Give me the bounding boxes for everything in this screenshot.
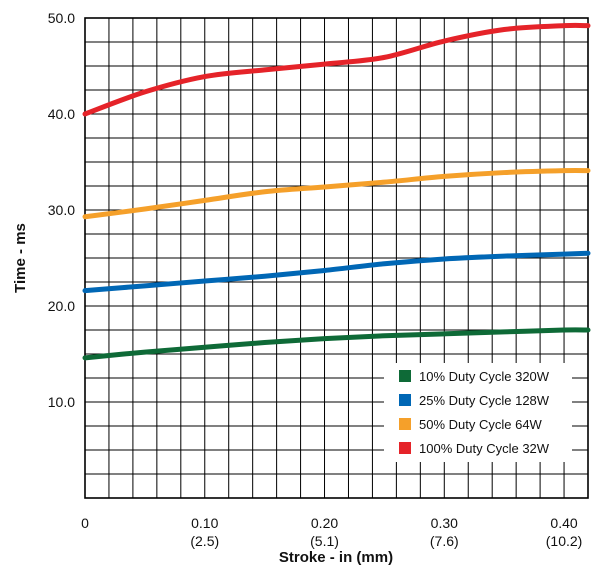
x-tick-label: 0.30 xyxy=(431,515,458,531)
series-line-1 xyxy=(82,327,591,361)
y-tick-label: 30.0 xyxy=(48,202,75,218)
series-line-3 xyxy=(82,167,591,220)
x-tick-label: 0.40 xyxy=(550,515,577,531)
legend-items: 10% Duty Cycle 320W 25% Duty Cycle 128W 50… xyxy=(399,369,550,456)
legend-label: 100% Duty Cycle 32W xyxy=(419,441,550,456)
x-tick-sublabel: (2.5) xyxy=(190,533,219,549)
y-tick-labels: 10.0 20.0 30.0 40.0 50.0 xyxy=(48,10,75,410)
series-line-4 xyxy=(82,22,591,117)
legend-swatch xyxy=(399,442,411,454)
x-tick-sublabel: (5.1) xyxy=(310,533,339,549)
series-group xyxy=(82,22,591,361)
x-tick-label: 0.20 xyxy=(311,515,338,531)
x-tick-sublabel: (7.6) xyxy=(430,533,459,549)
x-axis-title: Stroke - in (mm) xyxy=(279,549,393,566)
y-tick-label: 50.0 xyxy=(48,10,75,26)
legend-label: 50% Duty Cycle 64W xyxy=(419,417,543,432)
legend-swatch xyxy=(399,418,411,430)
plot-border xyxy=(84,17,589,499)
y-tick-label: 20.0 xyxy=(48,298,75,314)
x-tick-label: 0 xyxy=(81,515,89,531)
legend-swatch xyxy=(399,394,411,406)
y-axis-title: Time - ms xyxy=(12,223,29,293)
legend-label: 25% Duty Cycle 128W xyxy=(419,393,550,408)
legend-box xyxy=(384,363,572,462)
x-tick-sublabel: (10.2) xyxy=(546,533,583,549)
legend: 10% Duty Cycle 320W 25% Duty Cycle 128W 50… xyxy=(384,363,572,462)
x-tick-label: 0.10 xyxy=(191,515,218,531)
y-tick-label: 10.0 xyxy=(48,394,75,410)
y-tick-label: 40.0 xyxy=(48,106,75,122)
series-line-2 xyxy=(82,250,591,294)
legend-swatch xyxy=(399,370,411,382)
legend-label: 10% Duty Cycle 320W xyxy=(419,369,550,384)
x-tick-labels: 0 0.10 (2.5) 0.20 (5.1) 0.30 (7.6) 0.40 (10.2) xyxy=(81,515,582,549)
